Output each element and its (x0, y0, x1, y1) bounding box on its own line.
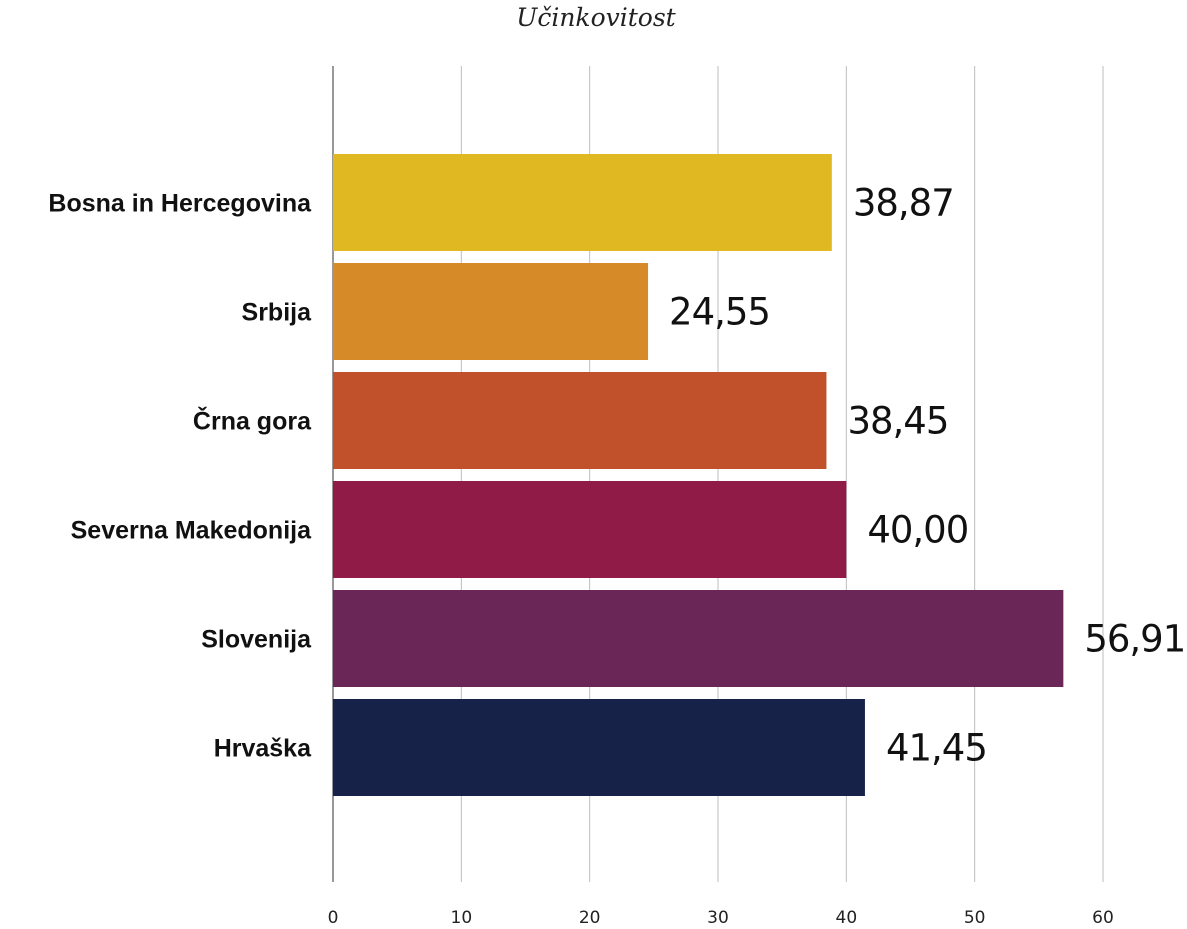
value-label: 41,45 (886, 727, 987, 770)
value-label: 56,91 (1084, 618, 1185, 661)
bar (333, 590, 1064, 687)
x-axis-ticks: 0 10 20 30 40 50 60 (328, 908, 1114, 928)
bar (333, 263, 649, 360)
value-labels: 38,87 24,55 38,45 40,00 56,91 41,45 (669, 182, 1186, 770)
category-label: Severna Makedonija (71, 517, 312, 545)
category-label: Črna gora (193, 406, 312, 436)
value-label: 38,87 (853, 182, 954, 225)
category-labels: Bosna in Hercegovina Srbija Črna gora Sever… (48, 190, 312, 763)
value-label: 38,45 (847, 400, 948, 443)
value-label: 24,55 (669, 291, 770, 334)
x-tick-label: 20 (579, 908, 601, 928)
category-label: Bosna in Hercegovina (48, 190, 312, 218)
x-tick-label: 10 (451, 908, 473, 928)
value-label: 40,00 (867, 509, 968, 552)
x-tick-label: 50 (964, 908, 986, 928)
category-label: Slovenija (201, 626, 312, 654)
x-tick-label: 0 (328, 908, 339, 928)
bar (333, 372, 827, 469)
chart-title: Učinkovitost (516, 3, 676, 32)
x-tick-label: 60 (1092, 908, 1114, 928)
bar (333, 481, 847, 578)
bar (333, 154, 832, 251)
x-tick-label: 40 (836, 908, 858, 928)
x-tick-label: 30 (707, 908, 729, 928)
category-label: Srbija (242, 299, 313, 327)
bars (333, 154, 1064, 796)
bar (333, 699, 865, 796)
category-label: Hrvaška (214, 735, 312, 763)
